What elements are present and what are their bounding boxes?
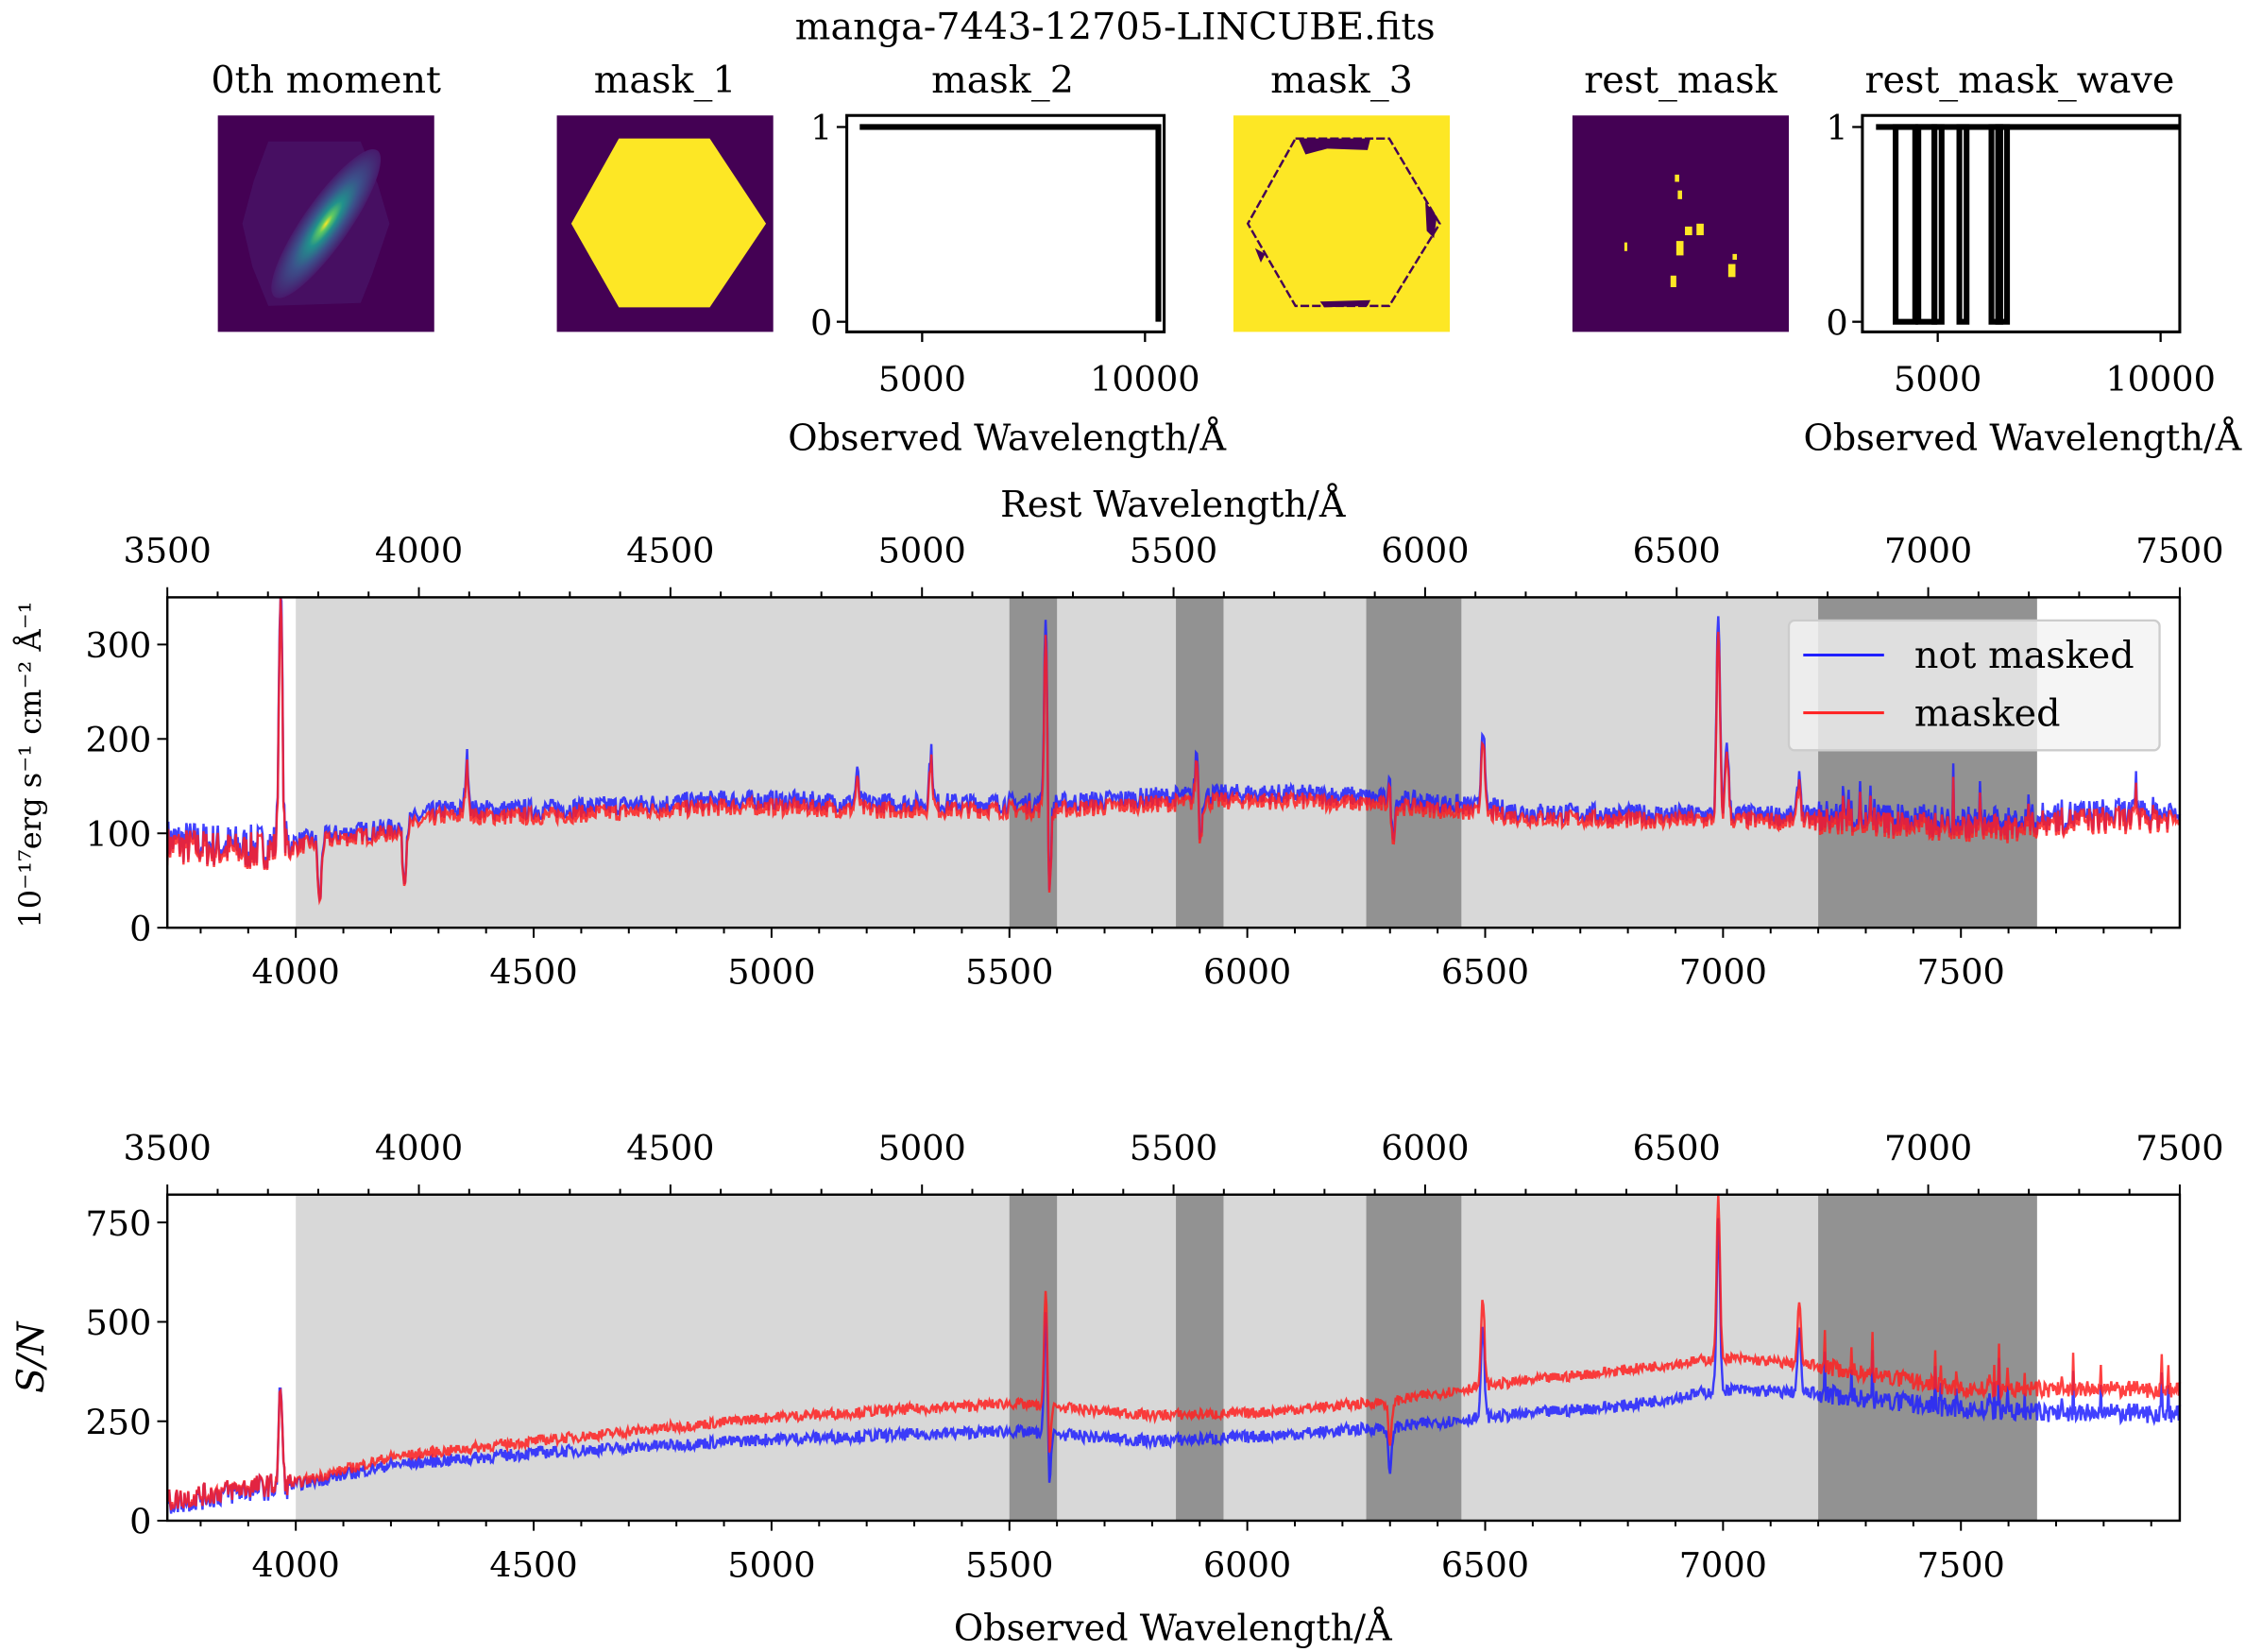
x-tick-label: 7000	[1679, 1545, 1767, 1586]
top-x-tick-label: 7500	[2135, 531, 2223, 571]
series-line-masked	[165, 597, 2182, 906]
sn-ylabel: S/N	[9, 1320, 53, 1393]
figure-title: manga-7443-12705-LINCUBE.fits	[795, 5, 1436, 48]
moment0-image	[217, 115, 434, 332]
panel-title-rest-mask: rest_mask	[1584, 59, 1777, 102]
x-tick-label: 6500	[1441, 1545, 1529, 1586]
masked-region-dark	[1366, 1194, 1462, 1521]
masked-region-dark	[1176, 1194, 1224, 1521]
top-x-tick-label: 7000	[1884, 1128, 1972, 1168]
x-tick-label: 5000	[1894, 359, 1981, 400]
top-x-tick-label: 3500	[124, 531, 212, 571]
x-tick-label: 7500	[1917, 1545, 2005, 1586]
top-x-tick-label: 6500	[1633, 1128, 1721, 1168]
masked-region-dark	[1366, 597, 1462, 928]
rest-mask-wave-zero-band	[1995, 124, 2011, 325]
legend-label-not-masked: not masked	[1914, 634, 2134, 677]
panel-title-rest-mask-wave: rest_mask_wave	[1864, 59, 2174, 102]
x-tick-label: 10000	[1090, 359, 1200, 400]
y-tick-label: 750	[85, 1203, 151, 1244]
top-x-tick-label: 4000	[375, 1128, 463, 1168]
x-tick-label: 4000	[252, 1545, 340, 1586]
top-x-tick-label: 6500	[1633, 531, 1721, 571]
x-tick-label: 4000	[252, 952, 340, 993]
rest-mask-wave-zero-band	[1931, 124, 1945, 325]
x-tick-label: 5500	[965, 1545, 1053, 1586]
axes-frame	[845, 113, 1166, 333]
y-tick-label: 100	[85, 814, 151, 855]
top-x-tick-label: 4500	[626, 1128, 714, 1168]
top-x-tick-label: 7500	[2135, 1128, 2223, 1168]
masked-region-light	[296, 1194, 2037, 1521]
x-tick-label: 5000	[727, 952, 815, 993]
x-axis-label: Observed Wavelength/Å	[788, 417, 1226, 460]
top-x-tick-label: 5500	[1130, 531, 1217, 571]
x-tick-label: 6500	[1441, 952, 1529, 993]
top-x-tick-label: 4000	[375, 531, 463, 571]
mask3-image	[1233, 115, 1451, 332]
x-tick-label: 4500	[489, 1545, 577, 1586]
y-tick-label: 1	[1826, 108, 1847, 148]
panel-title-mask2: mask_2	[931, 59, 1074, 102]
x-tick-label: 7000	[1679, 952, 1767, 993]
x-tick-label: 5000	[727, 1545, 815, 1586]
x-tick-label: 5000	[878, 359, 966, 400]
y-tick-label: 250	[85, 1402, 151, 1442]
y-tick-label: 300	[85, 625, 151, 666]
top-x-tick-label: 4500	[626, 531, 714, 571]
flux-ylabel: 10⁻¹⁷erg s⁻¹ cm⁻² Å⁻¹	[12, 602, 48, 928]
flux-top-xlabel: Rest Wavelength/Å	[1000, 484, 1346, 526]
y-tick-label: 1	[810, 108, 832, 148]
galaxy-ellipse	[271, 148, 382, 298]
top-x-tick-label: 3500	[124, 1128, 212, 1168]
top-x-tick-label: 7000	[1884, 531, 1972, 571]
series-line-not-masked	[165, 1218, 2182, 1514]
x-tick-label: 6000	[1203, 1545, 1291, 1586]
top-x-tick-label: 5000	[878, 1128, 966, 1168]
mask2-plot: 5000 10000 0 1 Observed Wavelength/Å	[788, 108, 1226, 459]
legend-label-masked: masked	[1914, 691, 2061, 735]
x-tick-label: 4500	[489, 952, 577, 993]
masked-region-light	[296, 597, 2037, 928]
y-tick-label: 0	[810, 302, 832, 343]
masked-region-dark	[1176, 597, 1224, 928]
rest-mask-wave-zero-band	[1893, 124, 1918, 325]
panel-title-mask3: mask_3	[1270, 59, 1413, 102]
masked-region-dark	[1818, 1194, 2037, 1521]
rest-mask-wave-zero-band	[1956, 124, 1970, 325]
rest-mask-wave-plot: 5000 10000 0 1 Observed Wavelength/Å	[1804, 108, 2242, 459]
top-x-tick-label: 6000	[1381, 531, 1469, 571]
top-x-tick-label: 5000	[878, 531, 966, 571]
panel-title-mask1: mask_1	[594, 59, 737, 102]
x-tick-label: 6000	[1203, 952, 1291, 993]
legend: not masked masked	[1787, 619, 2161, 752]
y-tick-label: 0	[1826, 302, 1847, 343]
top-x-tick-label: 5500	[1130, 1128, 1217, 1168]
panel-title-moment0: 0th moment	[211, 59, 441, 102]
top-x-tick-label: 6000	[1381, 1128, 1469, 1168]
series-line-masked	[165, 1195, 2182, 1510]
flux-spectrum-plot: 4000 4500 5000 5500 6000 6500 7000 7500 3500 4000…	[85, 531, 2223, 993]
y-tick-label: 500	[85, 1303, 151, 1343]
y-tick-label: 0	[129, 1502, 151, 1542]
x-tick-label: 10000	[2105, 359, 2216, 400]
x-tick-label: 7500	[1917, 952, 2005, 993]
y-tick-label: 200	[85, 720, 151, 760]
mask2-line	[859, 124, 1162, 322]
mask1-image	[556, 115, 774, 332]
y-tick-label: 0	[129, 909, 151, 949]
x-tick-label: 5500	[965, 952, 1053, 993]
x-axis-label: Observed Wavelength/Å	[1804, 417, 2242, 460]
sn-xlabel: Observed Wavelength/Å	[954, 1608, 1392, 1650]
rest-mask-image	[1572, 115, 1790, 332]
axes-frame	[1861, 113, 2182, 333]
